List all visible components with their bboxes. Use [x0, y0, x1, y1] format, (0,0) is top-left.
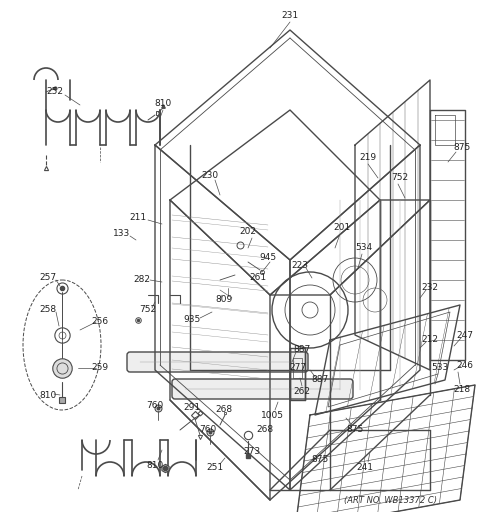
Text: 202: 202 — [240, 227, 256, 237]
Text: 231: 231 — [281, 11, 299, 20]
Text: 887: 887 — [293, 346, 311, 354]
Text: 262: 262 — [293, 388, 311, 396]
Text: 875: 875 — [312, 456, 329, 464]
FancyBboxPatch shape — [172, 379, 353, 399]
Text: 282: 282 — [133, 275, 151, 285]
Text: 277: 277 — [289, 364, 307, 373]
Text: 752: 752 — [139, 306, 156, 314]
Text: 257: 257 — [39, 273, 57, 283]
Text: 212: 212 — [421, 335, 439, 345]
Text: 246: 246 — [456, 360, 473, 370]
Text: 211: 211 — [130, 214, 146, 223]
Text: 291: 291 — [183, 403, 201, 413]
Text: 809: 809 — [216, 295, 233, 305]
Text: 268: 268 — [216, 406, 233, 415]
Text: 935: 935 — [183, 315, 201, 325]
Text: 256: 256 — [91, 317, 108, 327]
Text: 533: 533 — [432, 364, 449, 373]
Text: 261: 261 — [250, 273, 266, 283]
Text: 268: 268 — [256, 425, 274, 435]
Text: 223: 223 — [291, 261, 309, 269]
Text: 251: 251 — [206, 463, 224, 473]
Text: 752: 752 — [391, 174, 408, 182]
Text: 810: 810 — [146, 460, 164, 470]
Text: 218: 218 — [454, 386, 470, 395]
FancyBboxPatch shape — [127, 352, 308, 372]
Text: 232: 232 — [421, 284, 439, 292]
Text: 875: 875 — [454, 143, 470, 153]
Text: 875: 875 — [347, 425, 364, 435]
Text: (ART NO. WB13372 C): (ART NO. WB13372 C) — [344, 496, 436, 504]
Text: 887: 887 — [312, 375, 329, 385]
Text: 133: 133 — [113, 229, 131, 239]
Text: 810: 810 — [155, 99, 172, 109]
Text: 1005: 1005 — [261, 411, 284, 419]
Text: 810: 810 — [39, 391, 57, 399]
Text: 252: 252 — [47, 88, 63, 96]
Text: 230: 230 — [202, 170, 218, 180]
Text: 760: 760 — [199, 425, 216, 435]
Text: 219: 219 — [360, 154, 377, 162]
Text: 201: 201 — [334, 224, 350, 232]
Text: 241: 241 — [357, 463, 373, 473]
Text: 273: 273 — [243, 447, 261, 457]
Text: 258: 258 — [39, 306, 57, 314]
Text: 259: 259 — [91, 364, 108, 373]
Text: 247: 247 — [456, 331, 473, 339]
Text: 945: 945 — [259, 253, 276, 263]
Text: 760: 760 — [146, 400, 164, 410]
Text: 534: 534 — [355, 244, 372, 252]
